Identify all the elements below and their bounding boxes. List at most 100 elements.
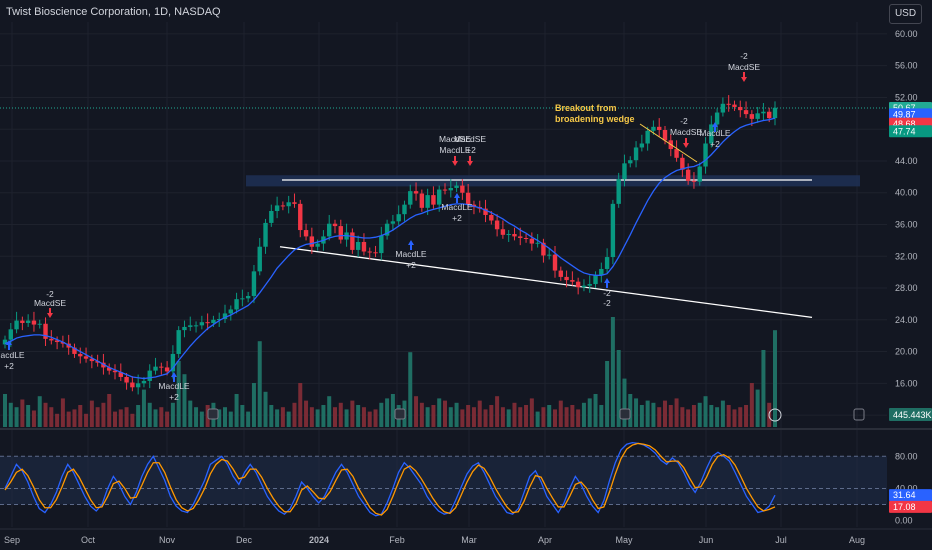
signal-label: +2 — [406, 260, 416, 270]
candle-body — [25, 320, 31, 323]
osc-tick: 0.00 — [895, 516, 913, 526]
volume-bar — [576, 409, 581, 427]
volume-bar — [37, 396, 42, 427]
candle-body — [639, 143, 645, 148]
candle-body — [361, 241, 367, 252]
candle-body — [662, 130, 668, 141]
volume-bar — [170, 402, 175, 427]
candle-body — [616, 179, 621, 204]
volume-bar — [547, 405, 552, 427]
signal-label: -2 — [603, 298, 611, 308]
osc-label-box — [889, 500, 932, 513]
candle-body — [500, 229, 506, 235]
volume-bar — [95, 407, 100, 427]
price-tick: 28.00 — [895, 283, 918, 293]
candle-body — [720, 103, 726, 113]
volume-bar — [286, 411, 291, 427]
candle-body — [558, 270, 563, 277]
candle-body — [732, 104, 737, 107]
currency-selector[interactable]: USD — [889, 4, 922, 24]
volume-bar — [570, 405, 575, 427]
candle-body — [37, 323, 42, 325]
candle-body — [107, 367, 112, 371]
candle-body — [193, 325, 199, 327]
signal-label: +2 — [710, 139, 720, 149]
signal-label: MacdLE — [158, 381, 190, 391]
candle-body — [228, 309, 233, 314]
volume-bar — [338, 402, 343, 427]
volume-bar — [529, 398, 534, 427]
breakout-label-line1: Breakout from — [555, 103, 617, 113]
candle-body — [402, 204, 407, 215]
volume-bar — [738, 407, 743, 427]
osc-axis-bg — [887, 430, 932, 530]
signal-label: MacdLE — [395, 249, 427, 259]
candle-body — [685, 169, 691, 181]
price-tick: 20.00 — [895, 347, 918, 357]
candle-body — [408, 191, 413, 205]
candle-body — [674, 149, 679, 158]
candle-body — [147, 370, 152, 381]
candle-body — [738, 106, 743, 111]
breakout-arrow — [639, 123, 698, 163]
price-tick: 36.00 — [895, 220, 918, 230]
candle-body — [425, 195, 430, 208]
volume-bar — [350, 400, 355, 427]
candle-body — [31, 320, 37, 325]
volume-bar — [257, 341, 262, 427]
candle-body — [89, 358, 95, 362]
candle-body — [112, 370, 118, 373]
candle-body — [54, 340, 60, 343]
time-tick: Dec — [236, 535, 253, 545]
candle-body — [726, 103, 731, 105]
candle-body — [153, 366, 158, 371]
candle-body — [245, 295, 251, 299]
volume-bar — [686, 409, 691, 427]
candle-body — [83, 356, 89, 359]
volume-bar — [408, 352, 413, 427]
volume-bar — [431, 405, 436, 427]
volume-label-box — [889, 408, 932, 421]
candle-body — [303, 230, 309, 237]
signal-label: +2 — [452, 213, 462, 223]
volume-bar — [645, 400, 650, 427]
candle-body — [575, 281, 581, 288]
time-tick: Jun — [699, 535, 714, 545]
volume-bar — [657, 407, 662, 427]
volume-bar — [506, 409, 511, 427]
volume-bar — [651, 402, 656, 427]
signal-label: -2 — [680, 116, 688, 126]
volume-bar — [356, 405, 361, 427]
volume-bar — [773, 330, 777, 427]
candle-body — [257, 246, 262, 272]
volume-bar — [443, 400, 447, 427]
candle-body — [95, 361, 100, 363]
wedge-support-line — [279, 246, 813, 319]
time-tick: Apr — [538, 535, 552, 545]
candle-body — [651, 126, 656, 131]
candle-body — [130, 382, 135, 388]
moving-average-line — [4, 117, 776, 380]
volume-bar — [593, 394, 598, 427]
candle-body — [680, 157, 685, 170]
volume-bar — [581, 402, 586, 427]
volume-bar — [263, 391, 268, 427]
volume-label-value: 445.443K — [893, 410, 932, 420]
candle-body — [645, 130, 650, 144]
candle-body — [118, 372, 123, 377]
candle-body — [14, 320, 19, 330]
buy-signal-arrow — [171, 372, 177, 382]
candle-body — [8, 329, 13, 340]
volume-bar — [333, 407, 337, 427]
candle-body — [124, 376, 129, 383]
volume-bar — [176, 361, 181, 427]
volume-bar — [749, 383, 754, 427]
volume-bar — [483, 409, 488, 427]
volume-bar — [564, 407, 569, 427]
candle-body — [535, 242, 540, 244]
candle-body — [396, 214, 401, 222]
signal-label: MacdSE — [728, 62, 760, 72]
volume-bar — [49, 407, 54, 427]
candle-body — [72, 347, 77, 354]
stoch-d-line — [4, 442, 776, 516]
